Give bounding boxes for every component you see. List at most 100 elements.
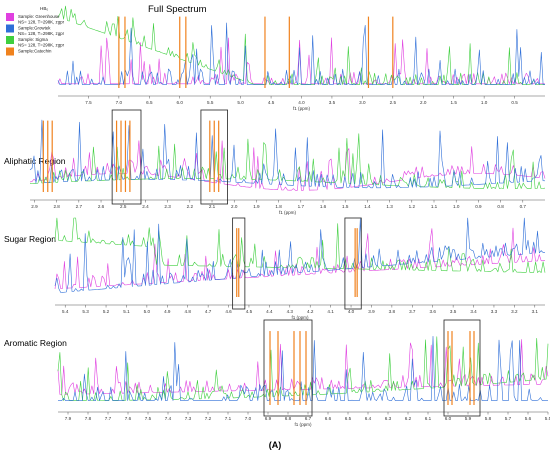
x-tick-label: 1.0: [453, 204, 460, 209]
panel-title: Aromatic Region: [4, 338, 67, 348]
panel-1: Aliphatic Region 2.9 2.8 2.7 2.6 2.5 2.4 2.3 2.2…: [4, 109, 546, 215]
x-tick-label: 1.8: [275, 204, 282, 209]
x-tick-label: 2.8: [53, 204, 60, 209]
x-tick-label: 4.7: [205, 309, 212, 314]
legend-swatch: [6, 13, 14, 21]
x-tick-label: 4.0: [348, 309, 355, 314]
x-tick-label: 7.1: [225, 416, 232, 421]
x-tick-label: 2.6: [98, 204, 105, 209]
highlight-box: [443, 319, 481, 417]
x-tick-label: 5.3: [82, 309, 89, 314]
x-tick-label: 0.9: [475, 204, 482, 209]
highlight-box: [263, 319, 313, 417]
x-tick-label: 0.5: [511, 100, 518, 105]
panel-title: Full Spectrum: [148, 4, 207, 15]
x-tick-label: 3.1: [532, 309, 539, 314]
legend-label: Sample: Greenhouse: [18, 14, 60, 19]
x-tick-label: 7.2: [205, 416, 212, 421]
x-tick-label: 2.4: [142, 204, 149, 209]
x-tick-label: 5.8: [485, 416, 492, 421]
x-tick-label: 1.5: [450, 100, 457, 105]
x-tick-label: 1.1: [431, 204, 438, 209]
x-tick-label: 5.1: [123, 309, 130, 314]
x-tick-label: 5.9: [465, 416, 472, 421]
legend-label: NS= 128, T=298K, zgpr: [18, 43, 65, 48]
x-tick-label: 3.8: [389, 309, 396, 314]
x-tick-label: 6.8: [285, 416, 292, 421]
x-tick-label: 6.5: [345, 416, 352, 421]
x-tick-label: 7.0: [245, 416, 252, 421]
x-tick-label: 2.5: [390, 100, 397, 105]
x-tick-label: 1.3: [386, 204, 393, 209]
x-tick-label: 4.2: [307, 309, 314, 314]
x-tick-label: 5.5: [545, 416, 550, 421]
series-line-greenhouse: [57, 339, 549, 395]
x-axis-label: f1 (ppm): [294, 422, 312, 427]
x-tick-label: 4.4: [266, 309, 273, 314]
x-tick-label: 5.6: [525, 416, 532, 421]
x-tick-label: 4.9: [164, 309, 171, 314]
x-tick-label: 6.6: [325, 416, 332, 421]
panel-2: Sugar Region 5.4 5.3 5.2 5.1 5.0 4.9 4.8 4.7 4.6 4…: [4, 217, 546, 320]
x-tick-label: 5.0: [237, 100, 244, 105]
x-tick-label: 7.5: [145, 416, 152, 421]
x-tick-label: 2.0: [420, 100, 427, 105]
panels: Full Spectrum 7.5 7.0 6.5 6.0 5.5 5.0 4.5 4.0 3.5…: [4, 4, 550, 427]
x-tick-label: 3.2: [511, 309, 518, 314]
x-tick-label: 0.8: [497, 204, 504, 209]
x-axis-label: f1 (ppm): [291, 315, 309, 320]
panel-title: Sugar Region: [4, 234, 56, 244]
x-tick-label: 2.0: [231, 204, 238, 209]
x-tick-label: 6.9: [265, 416, 272, 421]
series-line-greenhouse: [29, 140, 546, 191]
highlight-box: [111, 109, 142, 205]
x-tick-label: 7.6: [125, 416, 132, 421]
highlight-box: [232, 217, 246, 310]
highlight-box: [200, 109, 228, 205]
x-tick-label: 1.4: [364, 204, 371, 209]
x-tick-label: 2.1: [209, 204, 216, 209]
x-tick-label: 7.4: [165, 416, 172, 421]
legend-label: NS= 128, T=298K, zgpr: [18, 31, 65, 36]
series-line-greenhouse: [57, 37, 545, 85]
x-tick-label: 5.2: [103, 309, 110, 314]
series-line-growtek: [58, 336, 548, 401]
x-tick-label: 7.3: [185, 416, 192, 421]
x-tick-label: 7.5: [85, 100, 92, 105]
x-tick-label: 3.4: [470, 309, 477, 314]
x-tick-label: 4.5: [246, 309, 253, 314]
series-line-sigma: [54, 217, 546, 273]
panel-title: Aliphatic Region: [4, 156, 66, 166]
x-tick-label: 1.5: [342, 204, 349, 209]
figure-label: (A): [269, 440, 282, 450]
x-tick-label: 1.2: [409, 204, 416, 209]
highlight-box: [344, 217, 362, 310]
x-tick-label: 6.0: [177, 100, 184, 105]
x-tick-label: 3.0: [359, 100, 366, 105]
panel-3: Aromatic Region 7.9 7.8 7.7 7.6 7.5 7.4 7.3 7.2 7…: [4, 319, 550, 427]
x-tick-label: 2.3: [164, 204, 171, 209]
x-tick-label: 2.9: [31, 204, 38, 209]
x-tick-label: 1.7: [298, 204, 305, 209]
x-tick-label: 6.1: [425, 416, 432, 421]
x-tick-label: 3.7: [409, 309, 416, 314]
x-tick-label: 7.0: [116, 100, 123, 105]
series-line-sigma: [57, 5, 545, 85]
legend-label: NS= 128, T=298K, zgpr: [18, 20, 65, 25]
legend-swatch: [6, 47, 14, 56]
legend-header: HB₀: [40, 6, 48, 11]
x-tick-label: 7.8: [85, 416, 92, 421]
x-tick-label: 4.8: [185, 309, 192, 314]
x-tick-label: 5.0: [144, 309, 151, 314]
x-tick-label: 2.7: [76, 204, 83, 209]
x-tick-label: 6.7: [305, 416, 312, 421]
legend-swatch: [6, 36, 14, 44]
x-tick-label: 0.7: [520, 204, 527, 209]
legend-swatch: [6, 24, 14, 33]
series-line-growtek: [29, 119, 546, 189]
legend-label: Sample:Growtek: [18, 26, 51, 31]
x-tick-label: 7.9: [65, 416, 72, 421]
x-tick-label: 5.4: [62, 309, 69, 314]
x-tick-label: 5.7: [505, 416, 512, 421]
